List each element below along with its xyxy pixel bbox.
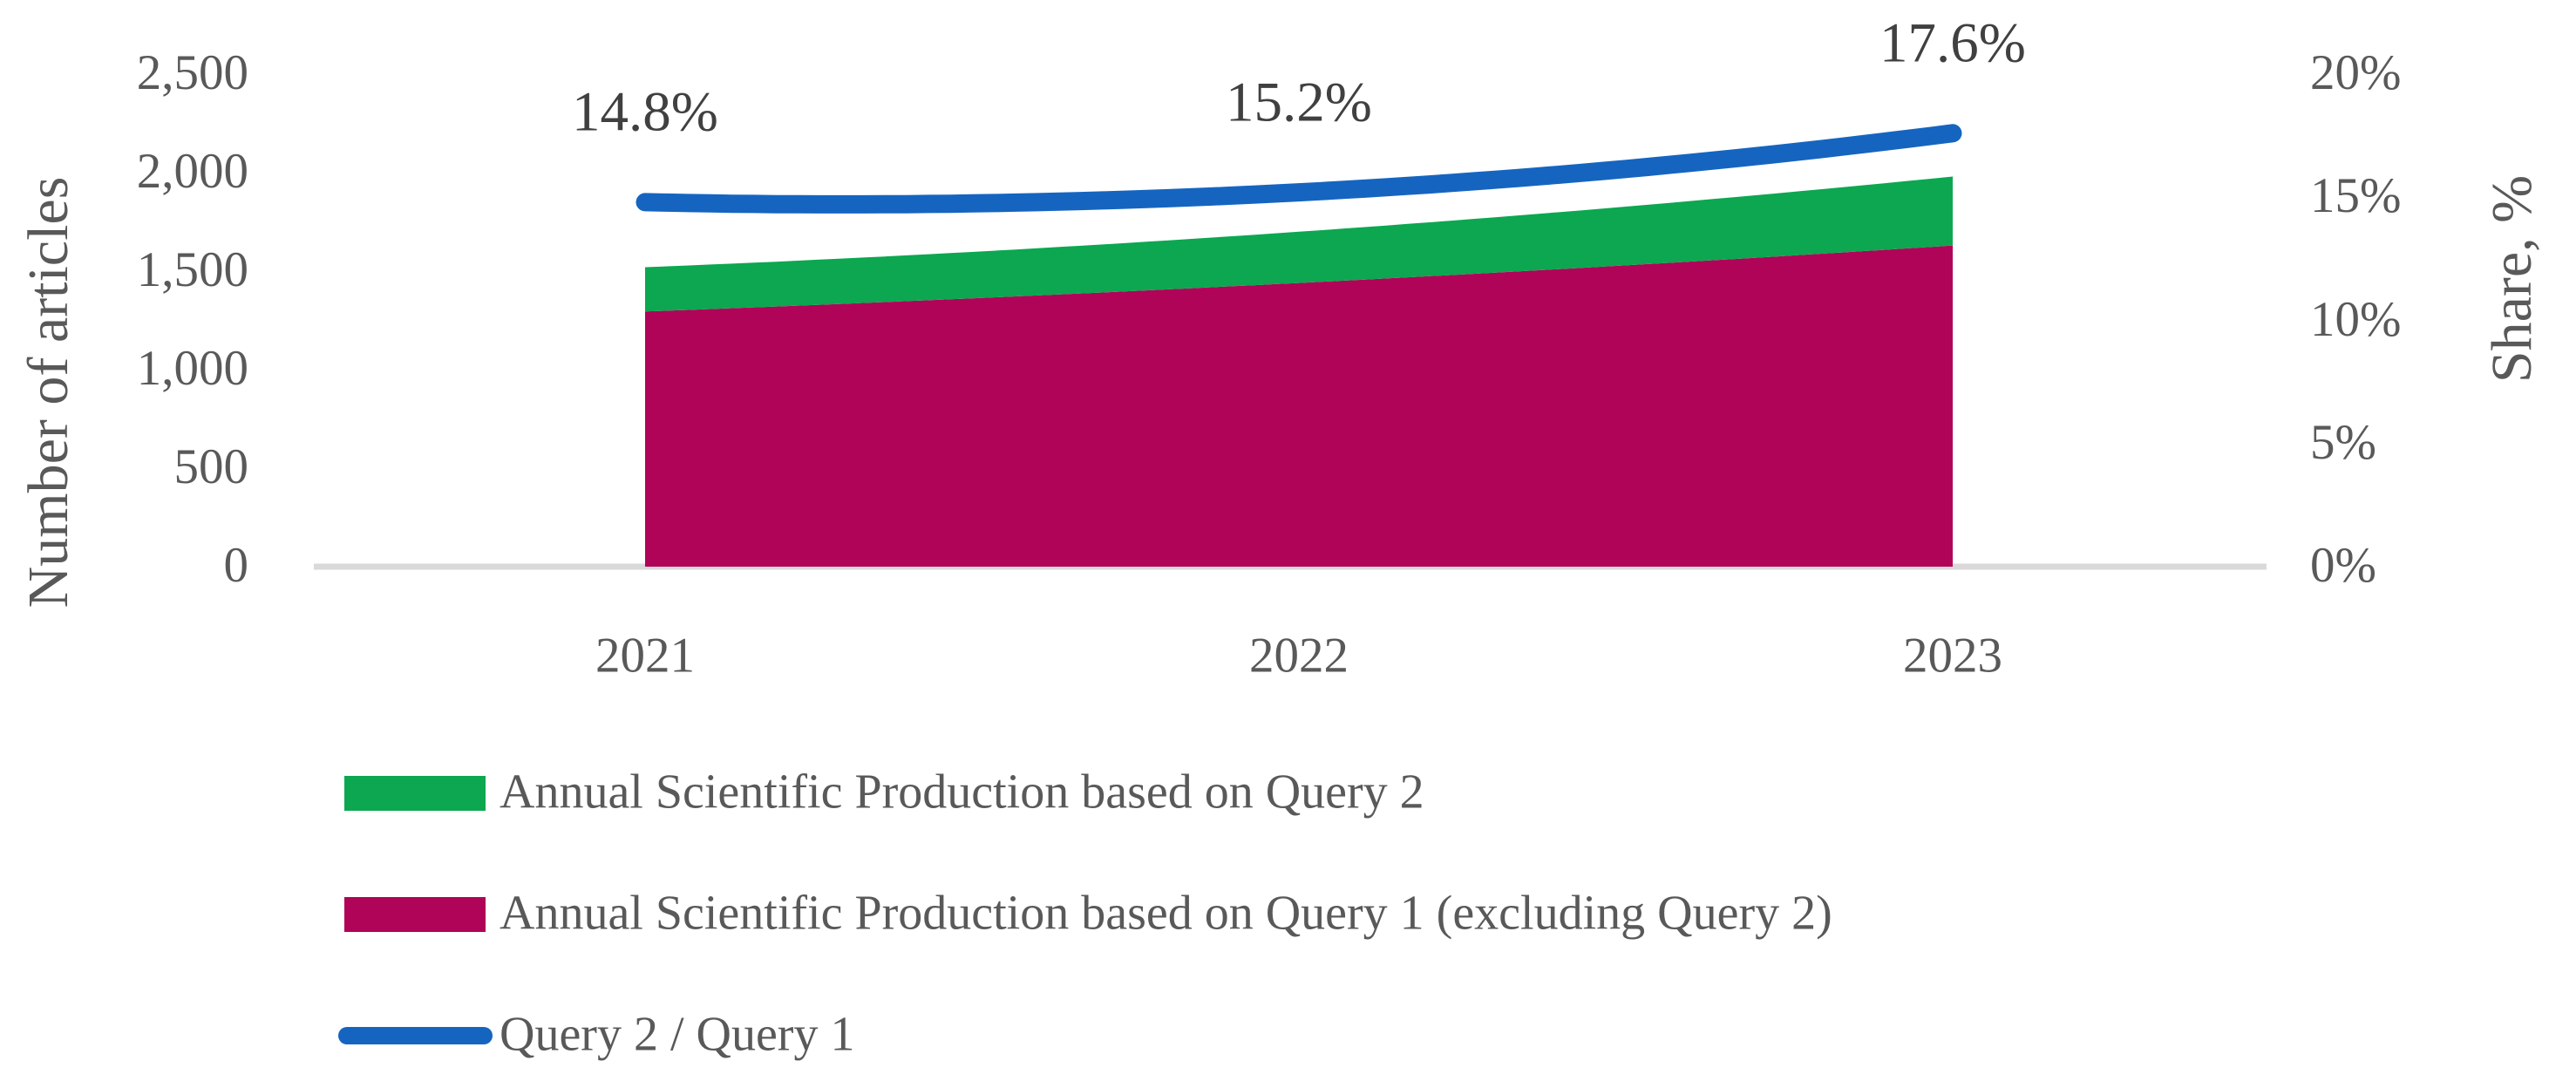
share-point-label: 17.6% (1879, 11, 2026, 75)
y-axis-right-tick: 20% (2310, 45, 2402, 101)
share-point-label: 15.2% (1226, 71, 1372, 134)
share-line (636, 124, 1962, 214)
y-axis-left-tick: 500 (173, 439, 249, 495)
query1-area (645, 245, 1953, 567)
share-point-label: 14.8% (572, 80, 718, 144)
y-axis-right-tick: 0% (2310, 538, 2376, 594)
x-axis-tick: 2022 (1249, 628, 1349, 683)
legend-line-marker (338, 1027, 493, 1044)
y-axis-left-tick: 2,500 (136, 45, 248, 101)
legend-item-label: Annual Scientific Production based on Qu… (500, 886, 1832, 941)
y-axis-right-tick: 10% (2310, 292, 2402, 348)
query2-area (645, 176, 1953, 312)
legend-swatch (344, 897, 486, 932)
x-axis-tick: 2023 (1903, 628, 2002, 683)
y-axis-left-tick: 1,500 (136, 242, 248, 298)
y-axis-right-tick: 5% (2310, 415, 2376, 471)
x-axis-tick: 2021 (595, 628, 695, 683)
y-axis-left-tick: 1,000 (136, 341, 248, 397)
legend-item-label: Query 2 / Query 1 (500, 1007, 855, 1062)
legend-item-label: Annual Scientific Production based on Qu… (500, 765, 1424, 819)
y-axis-left-tick: 0 (223, 538, 249, 594)
legend-swatch (344, 776, 486, 811)
y-axis-left-tick: 2,000 (136, 144, 248, 200)
y-axis-title-right: Share, % (2480, 174, 2544, 384)
y-axis-right-tick: 15% (2310, 168, 2402, 224)
